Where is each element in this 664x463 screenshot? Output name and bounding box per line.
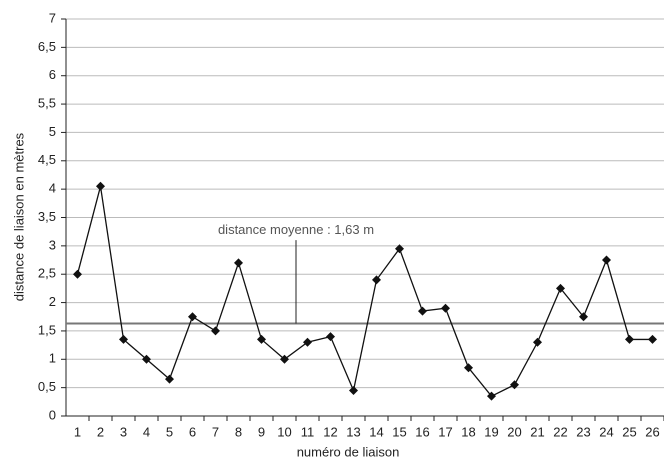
y-tick-label: 5: [49, 124, 56, 139]
data-point: [372, 275, 381, 285]
x-axis-label: numéro de liaison: [297, 444, 400, 459]
x-tick-label: 23: [576, 424, 590, 439]
x-tick-label: 4: [143, 424, 150, 439]
data-point: [625, 334, 634, 344]
y-tick-label: 2,5: [38, 266, 56, 281]
y-tick-label: 1,5: [38, 322, 56, 337]
y-tick-label: 3: [49, 237, 56, 252]
x-tick-label: 2: [97, 424, 104, 439]
x-tick-label: 8: [235, 424, 242, 439]
x-tick-label: 16: [415, 424, 429, 439]
y-tick-label: 0,5: [38, 379, 56, 394]
data-point: [418, 306, 427, 316]
x-tick-label: 1: [74, 424, 81, 439]
x-tick-label: 19: [484, 424, 498, 439]
data-point: [556, 283, 565, 293]
data-point: [602, 255, 611, 265]
data-point: [234, 258, 243, 268]
data-point: [648, 334, 657, 344]
x-tick-label: 21: [530, 424, 544, 439]
x-tick-label: 6: [189, 424, 196, 439]
x-tick-label: 10: [277, 424, 291, 439]
x-tick-label: 22: [553, 424, 567, 439]
data-point: [165, 374, 174, 384]
x-tick-label: 15: [392, 424, 406, 439]
x-tick-label: 18: [461, 424, 475, 439]
y-tick-label: 5,5: [38, 96, 56, 111]
x-tick-label: 12: [323, 424, 337, 439]
data-point: [73, 269, 82, 279]
x-tick-label: 3: [120, 424, 127, 439]
data-point: [96, 181, 105, 191]
x-tick-label: 11: [301, 424, 315, 439]
data-point: [510, 380, 519, 390]
data-point: [487, 391, 496, 401]
data-point: [280, 354, 289, 364]
y-tick-label: 4: [49, 181, 56, 196]
data-point: [257, 334, 266, 344]
data-point: [119, 334, 128, 344]
x-tick-label: 7: [212, 424, 219, 439]
y-tick-label: 1: [49, 351, 56, 366]
data-point: [533, 337, 542, 347]
y-tick-label: 4,5: [38, 152, 56, 167]
x-tick-label: 14: [369, 424, 383, 439]
y-axis-label: distance de liaison en mètres: [11, 132, 26, 301]
x-tick-label: 13: [346, 424, 360, 439]
y-tick-label: 7: [49, 10, 56, 25]
x-tick-label: 9: [258, 424, 265, 439]
data-point: [211, 326, 220, 336]
data-point: [441, 303, 450, 313]
data-point: [464, 363, 473, 373]
data-point: [303, 337, 312, 347]
x-tick-label: 5: [166, 424, 173, 439]
data-point: [188, 312, 197, 322]
y-tick-label: 6,5: [38, 39, 56, 54]
y-tick-label: 0: [49, 407, 56, 422]
y-tick-label: 2: [49, 294, 56, 309]
x-tick-label: 17: [438, 424, 452, 439]
data-point: [395, 244, 404, 254]
y-tick-label: 3,5: [38, 209, 56, 224]
data-point: [349, 385, 358, 395]
annotation: distance moyenne : 1,63 m: [218, 222, 374, 237]
y-tick-label: 6: [49, 67, 56, 82]
data-point: [142, 354, 151, 364]
data-point: [326, 332, 335, 342]
x-tick-label: 20: [507, 424, 521, 439]
data-point: [579, 312, 588, 322]
x-tick-label: 24: [599, 424, 613, 439]
x-tick-label: 25: [622, 424, 636, 439]
series-line: [76, 186, 653, 397]
x-tick-label: 26: [645, 424, 659, 439]
